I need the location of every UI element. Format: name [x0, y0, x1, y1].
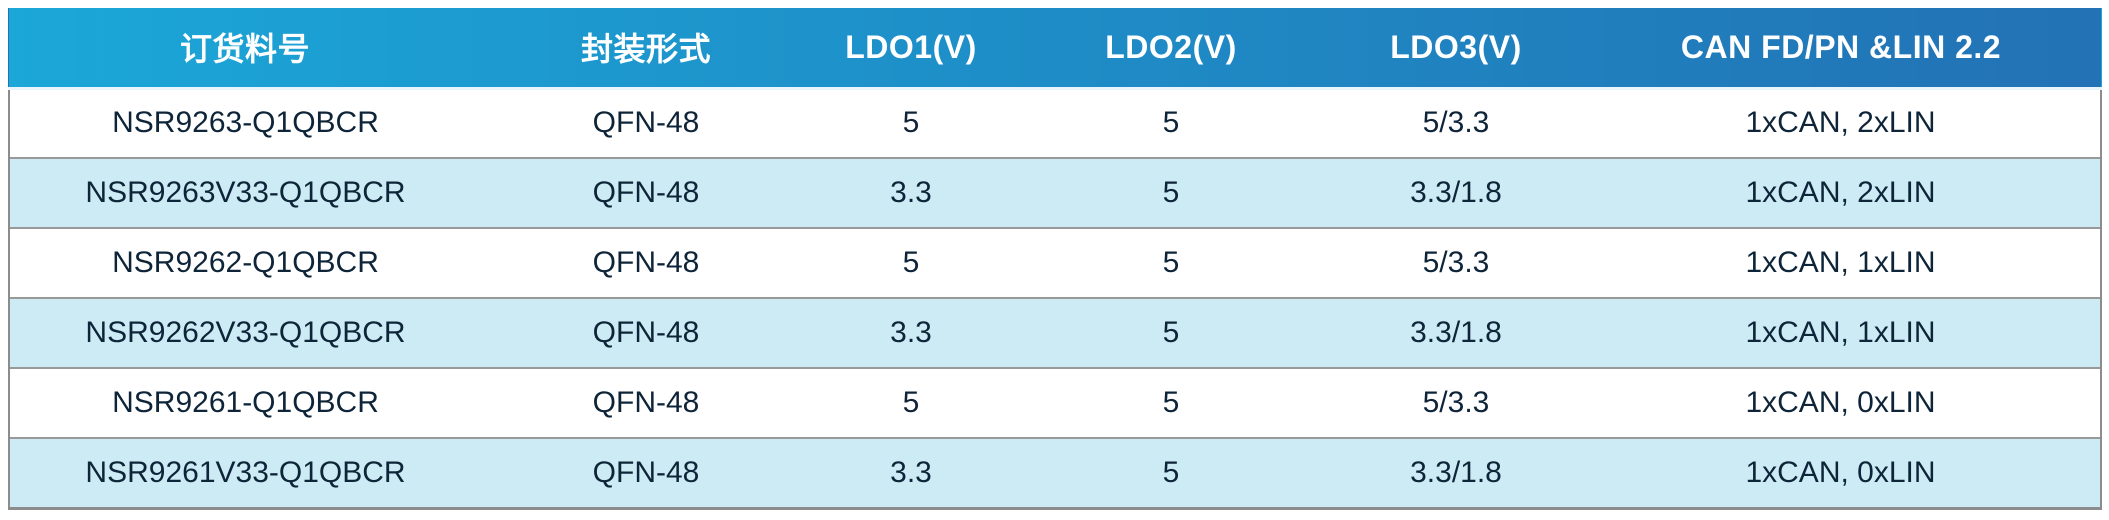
column-header-part-number: 订货料号: [9, 8, 481, 90]
cell-ldo2-voltage: 5: [1011, 88, 1331, 158]
cell-ldo2-voltage: 5: [1011, 437, 1331, 510]
cell-part-number: NSR9262V33-Q1QBCR: [8, 297, 481, 368]
cell-package-type: QFN-48: [481, 88, 811, 158]
cell-ldo3-voltage: 5/3.3: [1331, 88, 1581, 158]
cell-ldo3-voltage: 5/3.3: [1331, 367, 1581, 438]
cell-ldo1-voltage: 5: [811, 88, 1011, 158]
cell-part-number: NSR9261-Q1QBCR: [8, 367, 481, 438]
cell-ldo3-voltage: 5/3.3: [1331, 227, 1581, 298]
cell-ldo2-voltage: 5: [1011, 157, 1331, 228]
cell-ldo3-voltage: 3.3/1.8: [1331, 437, 1581, 510]
cell-ldo2-voltage: 5: [1011, 367, 1331, 438]
cell-can-lin-config: 1xCAN, 1xLIN: [1581, 297, 2102, 368]
cell-can-lin-config: 1xCAN, 2xLIN: [1581, 88, 2102, 158]
cell-package-type: QFN-48: [481, 367, 811, 438]
cell-part-number: NSR9263V33-Q1QBCR: [8, 157, 481, 228]
cell-part-number: NSR9263-Q1QBCR: [8, 88, 481, 158]
table-row: NSR9262V33-Q1QBCR QFN-48 3.3 5 3.3/1.8 1xCAN,…: [8, 297, 2102, 368]
cell-can-lin-config: 1xCAN, 1xLIN: [1581, 227, 2102, 298]
cell-can-lin-config: 1xCAN, 0xLIN: [1581, 367, 2102, 438]
cell-package-type: QFN-48: [481, 227, 811, 298]
cell-can-lin-config: 1xCAN, 2xLIN: [1581, 157, 2102, 228]
table-row: NSR9262-Q1QBCR QFN-48 5 5 5/3.3 1xCAN, 1xLIN: [8, 227, 2102, 298]
cell-package-type: QFN-48: [481, 437, 811, 510]
cell-ldo1-voltage: 5: [811, 227, 1011, 298]
header-row: 订货料号 封装形式 LDO1(V) LDO2(V) LDO3(V) CAN FD/PN &…: [9, 8, 2101, 90]
cell-ldo1-voltage: 3.3: [811, 297, 1011, 368]
table-row: NSR9261-Q1QBCR QFN-48 5 5 5/3.3 1xCAN, 0xLIN: [8, 367, 2102, 438]
cell-ldo2-voltage: 5: [1011, 297, 1331, 368]
table-row: NSR9263V33-Q1QBCR QFN-48 3.3 5 3.3/1.8 1xCAN,…: [8, 157, 2102, 228]
table-header: 订货料号 封装形式 LDO1(V) LDO2(V) LDO3(V) CAN FD/PN &…: [9, 8, 2101, 90]
cell-ldo2-voltage: 5: [1011, 227, 1331, 298]
cell-can-lin-config: 1xCAN, 0xLIN: [1581, 437, 2102, 510]
table-row: NSR9261V33-Q1QBCR QFN-48 3.3 5 3.3/1.8 1xCAN,…: [8, 437, 2102, 510]
cell-ldo3-voltage: 3.3/1.8: [1331, 297, 1581, 368]
table-row: NSR9263-Q1QBCR QFN-48 5 5 5/3.3 1xCAN, 2xLIN: [8, 88, 2102, 158]
column-header-ldo1-voltage: LDO1(V): [811, 8, 1011, 90]
ordering-info-table: 订货料号 封装形式 LDO1(V) LDO2(V) LDO3(V) CAN FD/PN &…: [8, 8, 2102, 510]
cell-part-number: NSR9261V33-Q1QBCR: [8, 437, 481, 510]
cell-part-number: NSR9262-Q1QBCR: [8, 227, 481, 298]
column-header-ldo3-voltage: LDO3(V): [1331, 8, 1581, 90]
column-header-can-lin-config: CAN FD/PN &LIN 2.2: [1581, 8, 2101, 90]
table-body: NSR9263-Q1QBCR QFN-48 5 5 5/3.3 1xCAN, 2xLIN N…: [8, 88, 2102, 510]
column-header-ldo2-voltage: LDO2(V): [1011, 8, 1331, 90]
cell-ldo1-voltage: 5: [811, 367, 1011, 438]
cell-ldo1-voltage: 3.3: [811, 437, 1011, 510]
cell-package-type: QFN-48: [481, 297, 811, 368]
cell-package-type: QFN-48: [481, 157, 811, 228]
column-header-package-type: 封装形式: [481, 8, 811, 90]
cell-ldo3-voltage: 3.3/1.8: [1331, 157, 1581, 228]
cell-ldo1-voltage: 3.3: [811, 157, 1011, 228]
